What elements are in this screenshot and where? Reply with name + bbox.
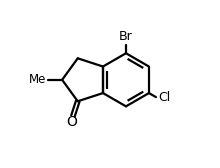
Text: O: O: [66, 115, 77, 129]
Text: Me: Me: [28, 73, 46, 86]
Text: Br: Br: [119, 30, 133, 43]
Text: Cl: Cl: [158, 91, 170, 104]
